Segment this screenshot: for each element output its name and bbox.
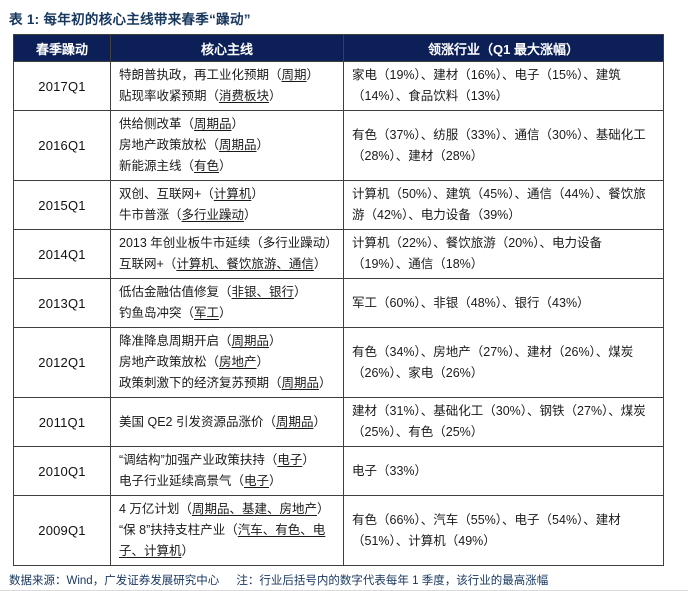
quarter-cell: 2017Q1	[13, 61, 111, 111]
quarter-cell: 2010Q1	[13, 446, 111, 496]
themes-cell: 特朗普执政，再工业化预期（周期） 贴现率收紧预期（消费板块）	[110, 61, 344, 111]
header-core-theme: 核心主线	[110, 34, 344, 62]
themes-cell: 双创、互联网+（计算机） 牛市普涨（多行业躁动）	[110, 180, 344, 230]
quarter-cell: 2014Q1	[13, 229, 111, 279]
table-row: 2011Q1 美国 QE2 引发资源品涨价（周期品） 建材（31%）、基础化工（…	[13, 397, 664, 447]
quarter-cell: 2015Q1	[13, 180, 111, 230]
quarter-cell: 2016Q1	[13, 110, 111, 181]
industries-cell: 计算机（22%）、餐饮旅游（20%）、电力设备（19%）、通信（18%）	[343, 229, 664, 279]
theme-line: 房地产政策放松（周期品）	[119, 138, 270, 152]
theme-line: 4 万亿计划（周期品、基建、房地产）	[119, 502, 330, 516]
table-row: 2012Q1 降准降息周期开启（周期品） 房地产政策放松（房地产） 政策刺激下的经济…	[13, 327, 664, 398]
table-row: 2016Q1 供给侧改革（周期品） 房地产政策放松（周期品） 新能源主线（有色） 有…	[13, 110, 664, 181]
quarter-cell: 2011Q1	[13, 397, 111, 447]
table-row: 2017Q1 特朗普执政，再工业化预期（周期） 贴现率收紧预期（消费板块） 家电（…	[13, 61, 664, 111]
theme-line: 电子行业延续高景气（电子）	[119, 474, 282, 488]
header-spring-rally: 春季躁动	[13, 34, 111, 62]
table-header: 春季躁动 核心主线 领涨行业（Q1 最大涨幅）	[13, 34, 664, 62]
table-row: 2013Q1 低估金融估值修复（非银、银行） 钓鱼岛冲突（军工） 军工（60%）、…	[13, 278, 664, 328]
quarter-cell: 2012Q1	[13, 327, 111, 398]
quarter-cell: 2009Q1	[13, 495, 111, 566]
header-leading-industries: 领涨行业（Q1 最大涨幅）	[343, 34, 664, 62]
theme-line: 供给侧改革（周期品）	[119, 117, 245, 131]
themes-cell: 降准降息周期开启（周期品） 房地产政策放松（房地产） 政策刺激下的经济复苏预期（周期…	[110, 327, 344, 398]
themes-cell: 2013 年创业板牛市延续（多行业躁动） 互联网+（计算机、餐饮旅游、通信）	[110, 229, 344, 279]
theme-line: 2013 年创业板牛市延续（多行业躁动）	[119, 236, 338, 250]
theme-line: 美国 QE2 引发资源品涨价（周期品）	[119, 414, 326, 429]
theme-line: 互联网+（计算机、餐饮旅游、通信）	[119, 257, 327, 271]
theme-line: 新能源主线（有色）	[119, 159, 232, 173]
themes-cell: 供给侧改革（周期品） 房地产政策放松（周期品） 新能源主线（有色）	[110, 110, 344, 181]
table-row: 2010Q1 “调结构”加强产业政策扶持（电子） 电子行业延续高景气（电子） 电子…	[13, 446, 664, 496]
themes-cell: 4 万亿计划（周期品、基建、房地产） “保 8”扶持支柱产业（汽车、有色、电子、计…	[110, 495, 344, 566]
table-footer: 数据来源：Wind，广发证券发展研究中心 注：行业后括号内的数字代表每年 1 季…	[9, 572, 688, 588]
data-source-text: 数据来源：Wind，广发证券发展研究中心	[9, 575, 220, 587]
industries-cell: 计算机（50%）、建筑（45%）、通信（44%）、餐饮旅游（42%）、电力设备（…	[343, 180, 664, 230]
industries-cell: 有色（37%）、纺服（33%）、通信（30%）、基础化工（28%）、建材（28%…	[343, 110, 664, 181]
theme-line: 特朗普执政，再工业化预期（周期）	[119, 68, 320, 82]
table-body: 2017Q1 特朗普执政，再工业化预期（周期） 贴现率收紧预期（消费板块） 家电（…	[13, 61, 664, 566]
industries-cell: 有色（66%）、汽车（55%）、电子（54%）、建材（51%）、计算机（49%）	[343, 495, 664, 566]
table-row: 2009Q1 4 万亿计划（周期品、基建、房地产） “保 8”扶持支柱产业（汽车、…	[13, 495, 664, 566]
quarter-cell: 2013Q1	[13, 278, 111, 328]
theme-line: “保 8”扶持支柱产业（汽车、有色、电子、计算机）	[119, 523, 326, 558]
table-title: 表 1: 每年初的核心主线带来春季“躁动”	[9, 12, 251, 27]
table-row: 2014Q1 2013 年创业板牛市延续（多行业躁动） 互联网+（计算机、餐饮旅游…	[13, 229, 664, 279]
theme-line: 降准降息周期开启（周期品）	[119, 334, 282, 348]
industries-cell: 电子（33%）	[343, 446, 664, 496]
themes-cell: “调结构”加强产业政策扶持（电子） 电子行业延续高景气（电子）	[110, 446, 344, 496]
theme-line: 牛市普涨（多行业躁动）	[119, 208, 257, 222]
footnote-text: 注：行业后括号内的数字代表每年 1 季度，该行业的最高涨幅	[236, 575, 549, 587]
header-row: 春季躁动 核心主线 领涨行业（Q1 最大涨幅）	[13, 34, 664, 62]
theme-line: 钓鱼岛冲突（军工）	[119, 306, 232, 320]
theme-line: “调结构”加强产业政策扶持（电子）	[119, 453, 315, 467]
industries-cell: 有色（34%）、房地产（27%）、建材（26%）、煤炭（26%）、家电（26%）	[343, 327, 664, 398]
theme-line: 贴现率收紧预期（消费板块）	[119, 89, 282, 103]
themes-cell: 低估金融估值修复（非银、银行） 钓鱼岛冲突（军工）	[110, 278, 344, 328]
industries-cell: 家电（19%）、建材（16%）、电子（15%）、建筑（14%）、食品饮料（13%…	[343, 61, 664, 111]
table-row: 2015Q1 双创、互联网+（计算机） 牛市普涨（多行业躁动） 计算机（50%）、…	[13, 180, 664, 230]
themes-cell: 美国 QE2 引发资源品涨价（周期品）	[110, 397, 344, 447]
theme-line: 低估金融估值修复（非银、银行）	[119, 285, 307, 299]
theme-line: 政策刺激下的经济复苏预期（周期品）	[119, 376, 332, 390]
industries-cell: 军工（60%）、非银（48%）、银行（43%）	[343, 278, 664, 328]
spring-rally-table: 春季躁动 核心主线 领涨行业（Q1 最大涨幅） 2017Q1 特朗普执政，再工业…	[13, 34, 664, 566]
theme-line: 房地产政策放松（房地产）	[119, 355, 270, 369]
theme-line: 双创、互联网+（计算机）	[119, 187, 264, 201]
industries-cell: 建材（31%）、基础化工（30%）、钢铁（27%）、煤炭（25%）、有色（25%…	[343, 397, 664, 447]
